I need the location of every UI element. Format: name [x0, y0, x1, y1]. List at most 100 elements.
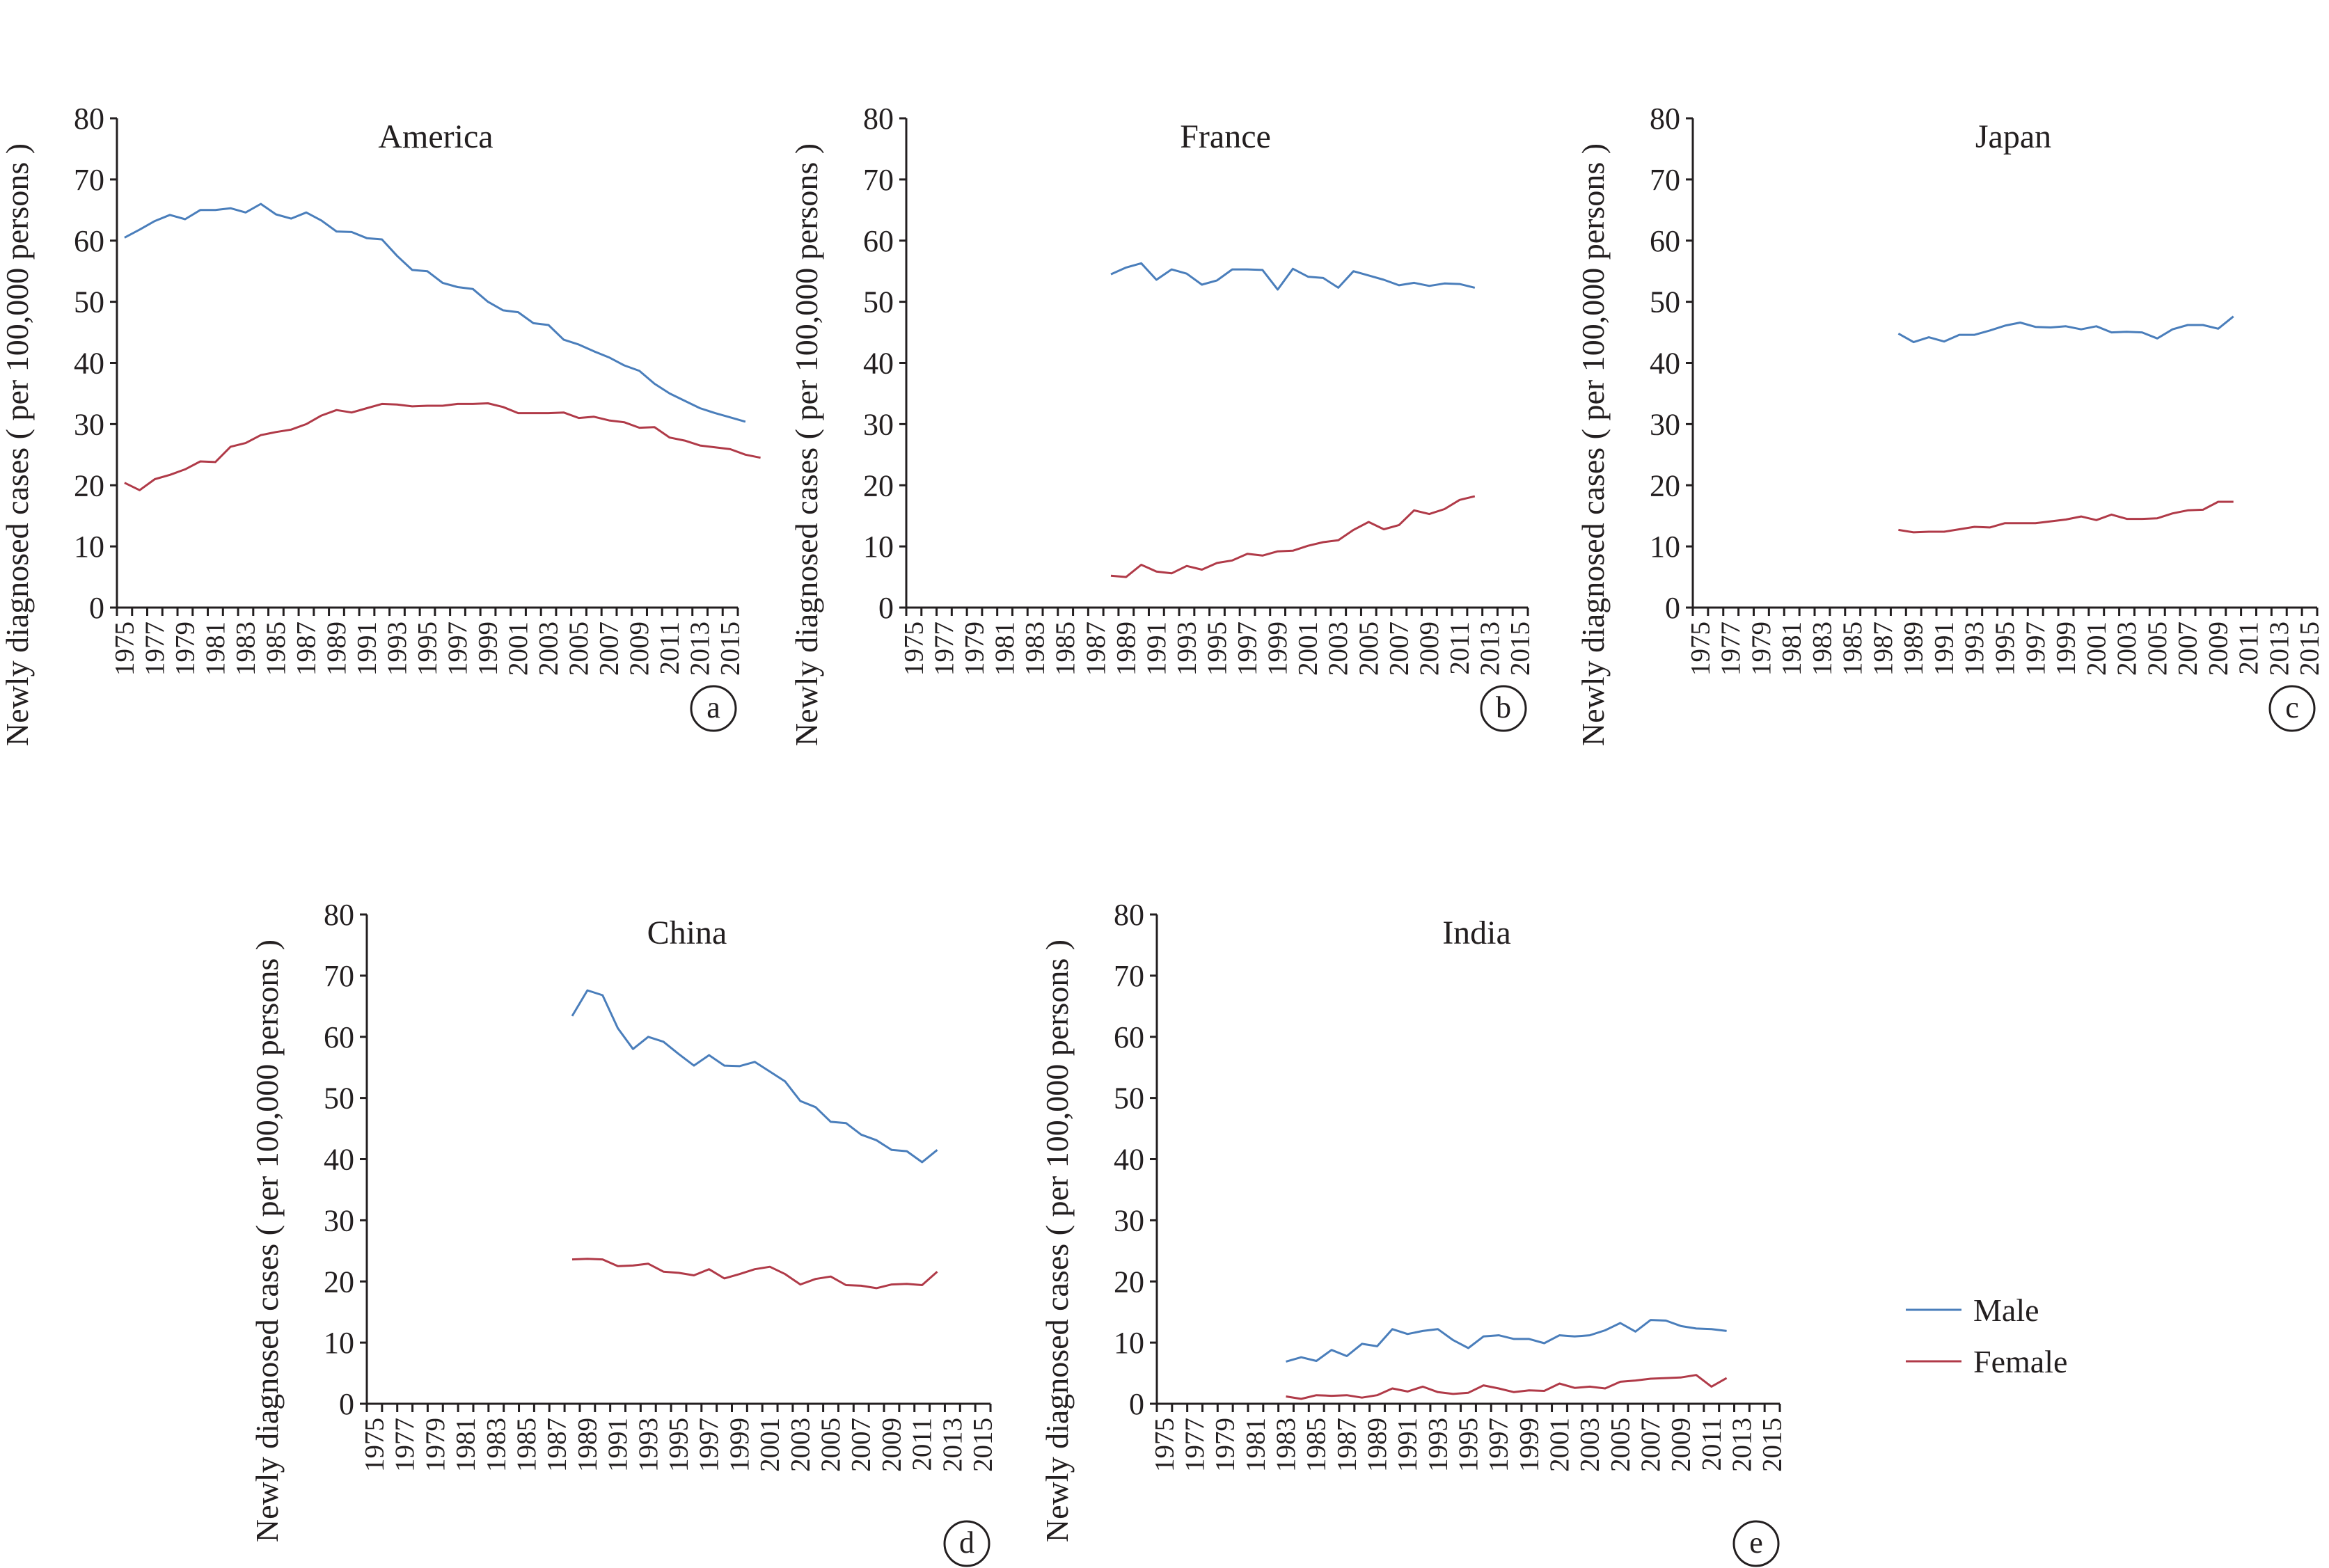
x-tick-label: 2003 — [785, 1418, 815, 1472]
series-line-male — [571, 989, 938, 1164]
x-tick-label: 1997 — [443, 621, 473, 676]
y-tick-label: 40 — [863, 347, 894, 381]
x-tick-label: 2007 — [1636, 1418, 1666, 1472]
y-tick-label: 60 — [74, 224, 104, 258]
y-tick-label: 70 — [863, 163, 894, 197]
y-tick-label: 0 — [89, 591, 104, 625]
y-tick-label: 30 — [324, 1203, 354, 1237]
y-tick-label: 10 — [74, 530, 104, 564]
legend-female-label: Female — [1973, 1344, 2067, 1379]
y-tick-label: 10 — [863, 530, 894, 564]
x-tick-label: 1995 — [413, 621, 443, 676]
chart-title: Japan — [1975, 118, 2051, 155]
x-tick-label: 1999 — [2051, 621, 2081, 676]
x-tick-label: 1999 — [473, 621, 503, 676]
x-tick-label: 2013 — [1475, 621, 1505, 676]
x-tick-label: 1977 — [1180, 1418, 1210, 1472]
y-tick-label: 60 — [1114, 1020, 1144, 1054]
x-tick-label: 1983 — [481, 1418, 511, 1472]
x-tick-label: 2003 — [1323, 621, 1353, 676]
x-tick-label: 1977 — [929, 621, 959, 676]
x-tick-label: 2007 — [1384, 621, 1414, 676]
y-tick-label: 10 — [1114, 1326, 1144, 1360]
x-tick-label: 2015 — [716, 621, 745, 676]
x-tick-label: 1985 — [1838, 621, 1868, 676]
y-tick-label: 20 — [863, 468, 894, 502]
legend-male-label: Male — [1973, 1292, 2039, 1328]
y-tick-label: 10 — [324, 1326, 354, 1360]
y-tick-label: 30 — [74, 407, 104, 441]
y-tick-label: 60 — [1650, 224, 1680, 258]
x-tick-label: 1985 — [1302, 1418, 1332, 1472]
x-tick-label: 1989 — [1899, 621, 1929, 676]
x-tick-label: 1997 — [1233, 621, 1263, 676]
y-tick-label: 70 — [1650, 163, 1680, 197]
x-tick-label: 1989 — [1362, 1418, 1392, 1472]
x-tick-label: 1983 — [1807, 621, 1837, 676]
x-tick-label: 1981 — [990, 621, 1020, 676]
x-tick-label: 2001 — [755, 1418, 785, 1472]
x-tick-label: 1981 — [1777, 621, 1807, 676]
x-tick-label: 1981 — [200, 621, 230, 676]
x-tick-label: 1977 — [140, 621, 170, 676]
y-tick-label: 30 — [1650, 407, 1680, 441]
chart-title: China — [647, 914, 727, 951]
x-tick-label: 1979 — [1746, 621, 1776, 676]
y-tick-label: 20 — [74, 468, 104, 502]
x-tick-label: 2013 — [685, 621, 715, 676]
x-tick-label: 2011 — [1696, 1418, 1726, 1471]
x-tick-label: 2003 — [534, 621, 564, 676]
series-line-female — [124, 402, 761, 491]
x-tick-label: 2009 — [1414, 621, 1444, 676]
x-tick-label: 2015 — [1506, 621, 1535, 676]
x-tick-label: 2015 — [1758, 1418, 1787, 1472]
y-tick-label: 10 — [1650, 530, 1680, 564]
y-tick-label: 70 — [1114, 959, 1144, 993]
series-line-male — [1110, 262, 1476, 291]
y-tick-label: 40 — [1114, 1143, 1144, 1177]
chart-title: France — [1180, 118, 1271, 155]
x-tick-label: 1985 — [1050, 621, 1080, 676]
panel-letter: a — [706, 690, 720, 724]
series-line-male — [1897, 315, 2234, 344]
x-tick-label: 2015 — [968, 1418, 998, 1472]
x-tick-label: 1985 — [261, 621, 291, 676]
y-tick-label: 60 — [863, 224, 894, 258]
x-tick-label: 1991 — [1929, 621, 1959, 676]
x-tick-label: 1983 — [1271, 1418, 1301, 1472]
y-tick-label: 50 — [74, 285, 104, 319]
y-tick-label: 0 — [1665, 591, 1680, 625]
x-tick-label: 2009 — [1666, 1418, 1696, 1472]
y-tick-label: 70 — [74, 163, 104, 197]
x-tick-label: 1977 — [1716, 621, 1746, 676]
panel-letter: d — [959, 1526, 974, 1560]
x-tick-label: 2005 — [2142, 621, 2172, 676]
y-tick-label: 80 — [1650, 102, 1680, 136]
x-tick-label: 2015 — [2295, 621, 2325, 676]
x-tick-label: 2007 — [594, 621, 624, 676]
x-tick-label: 2011 — [1444, 621, 1474, 675]
x-tick-label: 1991 — [603, 1418, 633, 1472]
series-line-female — [1898, 500, 2234, 534]
y-tick-label: 20 — [1114, 1265, 1144, 1299]
x-tick-label: 1989 — [322, 621, 352, 676]
x-tick-label: 1995 — [1990, 621, 2020, 676]
y-tick-label: 50 — [863, 285, 894, 319]
series-line-male — [1286, 1319, 1727, 1363]
x-tick-label: 2003 — [2112, 621, 2142, 676]
y-tick-label: 80 — [1114, 898, 1144, 932]
x-tick-label: 1975 — [359, 1418, 389, 1472]
x-tick-label: 2001 — [1293, 621, 1323, 676]
x-tick-label: 1983 — [1020, 621, 1050, 676]
x-tick-label: 1995 — [664, 1418, 694, 1472]
x-tick-label: 1975 — [899, 621, 929, 676]
x-tick-label: 1991 — [352, 621, 381, 676]
x-tick-label: 2005 — [1354, 621, 1384, 676]
series-line-female — [571, 1258, 938, 1290]
x-tick-label: 1987 — [291, 621, 321, 676]
x-tick-label: 1993 — [633, 1418, 663, 1472]
x-tick-label: 1993 — [1959, 621, 1989, 676]
chart-title: India — [1442, 914, 1511, 951]
